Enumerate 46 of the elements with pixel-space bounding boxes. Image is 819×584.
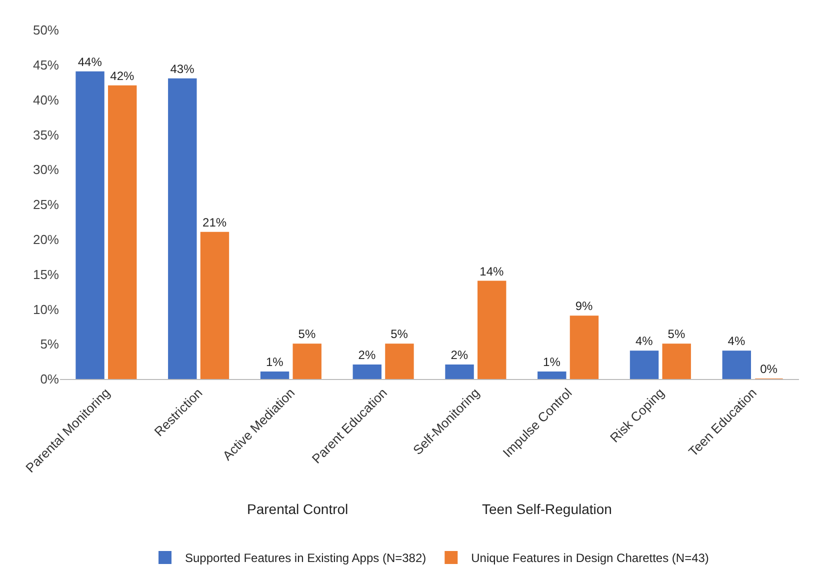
data-label: 44% [78, 54, 102, 69]
y-tick-label: 20% [32, 232, 60, 247]
text: Parental Control [247, 501, 348, 517]
y-tick-label: 5% [40, 336, 60, 352]
data-label: 5% [298, 327, 316, 342]
y-tick-label: 30% [32, 162, 60, 178]
data-label: 0% [760, 362, 778, 376]
data-label: 21% [202, 215, 227, 230]
bar [260, 372, 290, 379]
bar [108, 85, 137, 379]
y-tick-label: 40% [32, 92, 60, 108]
legend-label: Supported Features in Existing Apps (N=382) [185, 551, 426, 566]
bar [200, 232, 230, 379]
y-tick-label: 35% [32, 127, 60, 142]
legend-label: Unique Features in Design Charettes (N=43) [471, 551, 709, 566]
bar [722, 350, 751, 379]
y-tick-label: 45% [32, 57, 60, 72]
data-label: 1% [266, 355, 284, 370]
data-label: 5% [390, 327, 408, 342]
data-label: 14% [480, 264, 504, 278]
data-label: 43% [170, 62, 195, 76]
bar [538, 372, 566, 379]
y-tick-label: 50% [32, 22, 60, 38]
bar [478, 280, 506, 379]
y-tick-label: 10% [32, 302, 60, 317]
data-label: 9% [575, 299, 594, 314]
data-label: 4% [728, 334, 746, 348]
bar [292, 344, 322, 379]
data-label: 42% [110, 68, 135, 83]
bar [570, 316, 599, 379]
bar [168, 78, 197, 379]
y-tick-label: 15% [32, 266, 60, 282]
data-label: 4% [635, 334, 654, 348]
bar [76, 71, 104, 379]
data-label: 1% [543, 355, 561, 370]
y-tick-label: 0% [40, 372, 60, 387]
data-label: 2% [450, 348, 468, 362]
bar [445, 364, 474, 379]
y-tick-label: 25% [32, 197, 60, 212]
data-label: 5% [668, 327, 686, 342]
bar [630, 350, 659, 379]
bar [385, 344, 414, 379]
bar [352, 364, 382, 379]
bar [662, 344, 691, 379]
data-label: 2% [358, 348, 376, 362]
text: Teen Self-Regulation [482, 501, 612, 517]
